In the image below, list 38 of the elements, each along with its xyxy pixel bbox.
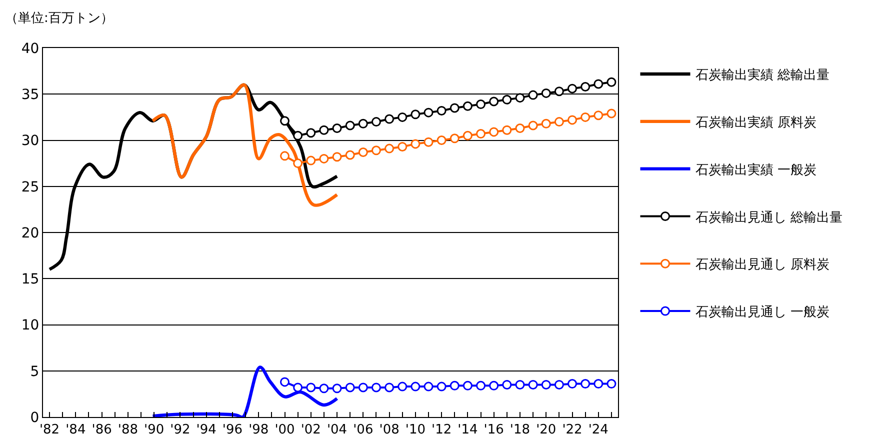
y-tick-label: 35 xyxy=(21,87,40,104)
legend-label: 石炭輸出実績 総輸出量 xyxy=(695,67,830,84)
x-tick-label: '14 xyxy=(458,422,478,438)
x-tick-label: '02 xyxy=(300,422,321,438)
legend-label: 石炭輸出実績 一般炭 xyxy=(695,162,816,178)
legend-label: 石炭輸出見通し 原料炭 xyxy=(695,258,830,273)
x-tick-label: '90 xyxy=(144,422,164,438)
legend-label: 石炭輸出見通し 一般炭 xyxy=(695,305,830,320)
x-tick-label: '96 xyxy=(222,422,243,438)
x-tick-label: '24 xyxy=(588,422,608,438)
y-tick-label: 20 xyxy=(21,225,40,242)
x-tick-label: '84 xyxy=(66,422,86,438)
y-axis-title: （単位:百万トン） xyxy=(5,11,114,26)
x-tick-label: '18 xyxy=(510,422,530,438)
legend-label: 石炭輸出実績 原料炭 xyxy=(695,114,816,130)
x-tick-label: '00 xyxy=(274,422,295,438)
x-tick-label: '06 xyxy=(353,422,374,438)
y-tick-label: 25 xyxy=(21,179,40,196)
x-tick-label: '10 xyxy=(405,422,426,438)
y-tick-label: 5 xyxy=(30,364,40,380)
y-tick-label: 30 xyxy=(21,133,40,150)
x-tick-label: '12 xyxy=(432,422,452,438)
y-tick-label: 10 xyxy=(21,318,40,334)
x-tick-label: '94 xyxy=(196,422,216,438)
x-tick-label: '88 xyxy=(118,422,138,438)
x-tick-label: '86 xyxy=(92,422,112,438)
x-tick-label: '82 xyxy=(39,422,60,438)
x-tick-label: '22 xyxy=(562,422,582,438)
x-tick-label: '92 xyxy=(170,422,190,438)
y-tick-label: 40 xyxy=(21,40,40,57)
legend-label: 石炭輸出見通し 総輸出量 xyxy=(695,210,842,226)
x-tick-label: '08 xyxy=(379,422,400,438)
x-tick-label: '16 xyxy=(484,422,504,438)
y-tick-label: 15 xyxy=(21,272,40,288)
y-tick-label: 0 xyxy=(30,410,40,426)
x-tick-label: '20 xyxy=(536,422,556,438)
x-tick-label: '04 xyxy=(326,422,348,438)
x-tick-label: '98 xyxy=(248,422,269,438)
